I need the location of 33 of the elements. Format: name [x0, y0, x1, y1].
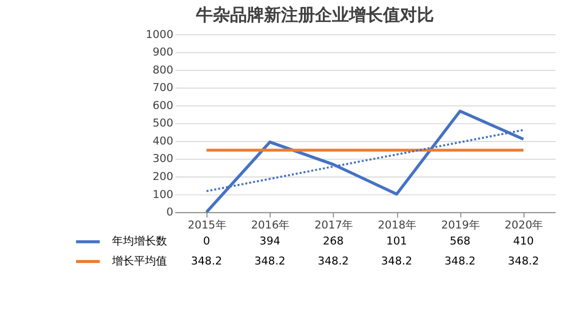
data-label: 268	[322, 234, 344, 248]
data-label: 568	[450, 234, 470, 248]
data-label: 410	[513, 234, 534, 248]
legend-label: 年均增长数	[112, 234, 167, 248]
chart-title: 牛杂品牌新注册企业增长值对比	[194, 4, 434, 24]
x-tick-label: 2015年	[188, 218, 226, 232]
y-tick-label: 400	[152, 134, 174, 148]
x-tick-label: 2016年	[251, 218, 290, 232]
data-label: 348.2	[190, 254, 222, 268]
x-tick-label: 2020年	[504, 218, 544, 232]
data-label: 348.2	[508, 254, 539, 268]
x-tick-label: 2019年	[441, 218, 480, 232]
x-tick-label: 2017年	[314, 218, 354, 232]
y-tick-label: 900	[152, 46, 174, 59]
legend-label: 增长平均值	[110, 254, 167, 268]
y-tick-label: 200	[152, 170, 174, 183]
data-label: 348.2	[381, 254, 412, 268]
y-tick-label: 0	[166, 206, 174, 219]
y-tick-label: 300	[152, 152, 174, 166]
y-tick-label: 800	[152, 63, 174, 76]
y-tick-label: 700	[152, 81, 174, 94]
line-series	[205, 110, 525, 214]
data-label: 348.2	[444, 254, 476, 268]
data-label: 348.2	[318, 254, 349, 268]
y-tick-label: 1000	[146, 28, 174, 41]
y-tick-label: 100	[152, 188, 174, 201]
data-label: 394	[260, 234, 280, 248]
data-label: 0	[203, 234, 210, 248]
x-tick-label: 2018年	[378, 218, 416, 232]
y-tick-label: 600	[152, 98, 174, 112]
y-tick-label: 500	[152, 116, 174, 130]
data-label: 348.2	[254, 254, 286, 268]
data-label: 101	[386, 234, 408, 248]
